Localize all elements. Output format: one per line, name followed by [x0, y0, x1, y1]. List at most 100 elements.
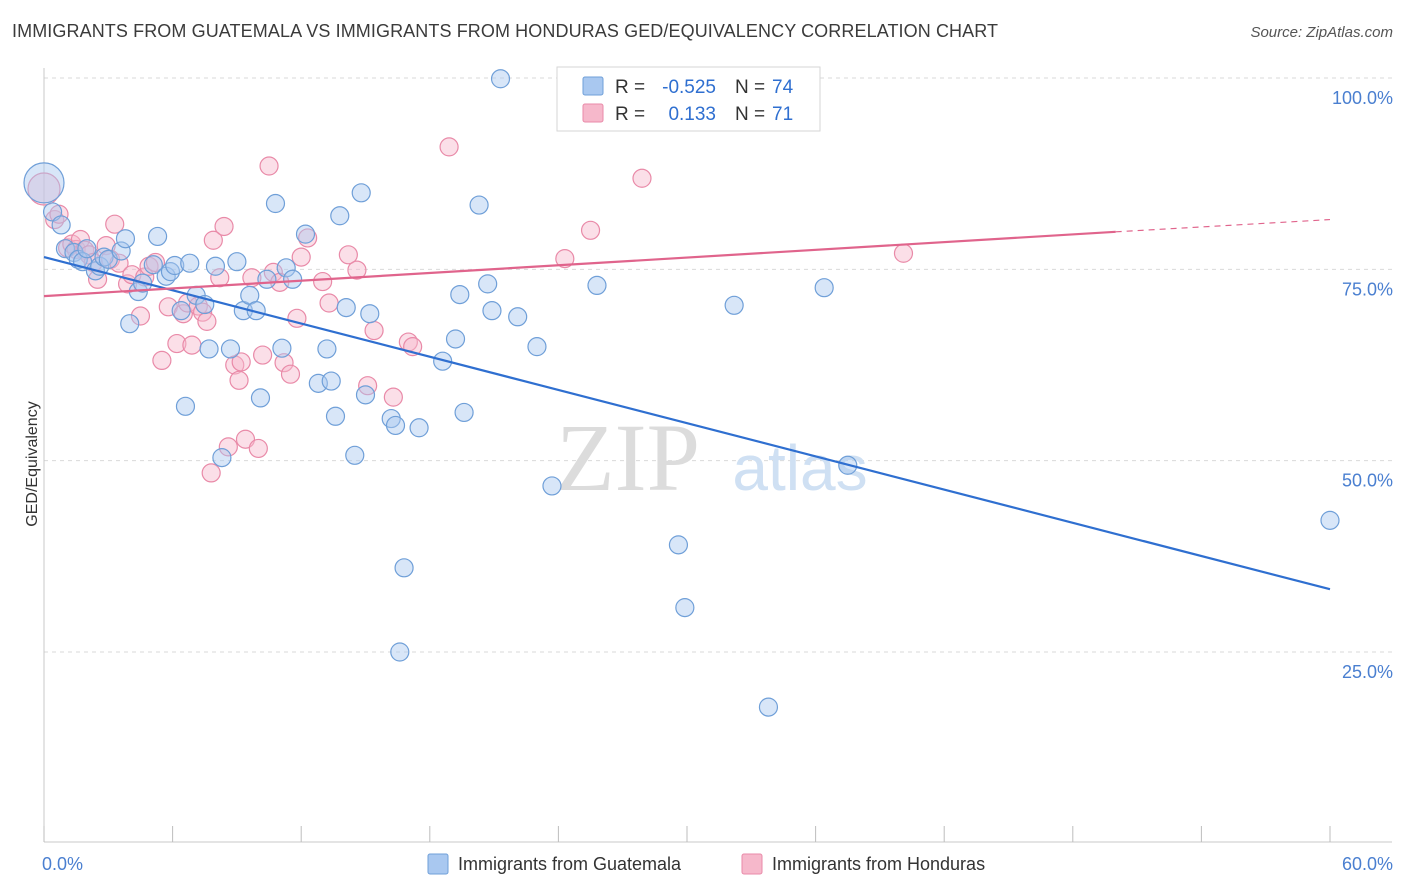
data-point-guatemala: [542, 476, 562, 496]
bottom-legend-swatch-guatemala: [427, 853, 449, 875]
data-point-honduras: [193, 302, 213, 322]
data-point-guatemala: [265, 193, 286, 214]
data-point-guatemala: [77, 239, 97, 259]
data-point-guatemala: [317, 339, 337, 359]
legend-n-value: 74: [772, 77, 794, 98]
data-point-guatemala: [250, 388, 271, 408]
data-point-guatemala: [199, 339, 219, 359]
data-point-honduras: [347, 260, 367, 280]
watermark-atlas: atlas: [732, 432, 867, 504]
data-point-guatemala: [454, 402, 474, 423]
data-point-guatemala: [147, 226, 168, 247]
data-point-honduras: [130, 306, 151, 326]
data-point-guatemala: [478, 274, 498, 294]
legend-n-value: 71: [772, 104, 793, 125]
data-point-guatemala: [360, 304, 380, 324]
chart-source: Source: ZipAtlas.com: [1250, 24, 1393, 41]
x-tick-label: 0.0%: [42, 854, 83, 874]
bottom-legend-swatch-honduras: [741, 853, 763, 875]
series-guatemala-points: [23, 69, 1340, 717]
data-point-guatemala: [355, 385, 376, 405]
data-point-guatemala: [205, 256, 226, 276]
data-point-guatemala: [450, 284, 470, 305]
data-point-guatemala: [295, 224, 316, 244]
data-point-guatemala: [668, 535, 689, 555]
correlation-legend: R = -0.525 N = 74 R = 0.133 N = 71: [556, 66, 821, 132]
data-point-honduras: [27, 172, 61, 206]
x-tick-label: 60.0%: [1342, 854, 1393, 874]
data-point-honduras: [319, 293, 339, 313]
data-point-guatemala: [527, 337, 547, 357]
legend-r-value: 0.133: [668, 104, 716, 125]
trendline-honduras-extension: [1115, 218, 1331, 233]
data-point-guatemala: [51, 215, 71, 235]
data-point-guatemala: [321, 371, 341, 391]
data-point-honduras: [105, 214, 125, 234]
bottom-legend-label-guatemala: Immigrants from Guatemala: [458, 854, 682, 874]
data-point-honduras: [248, 438, 268, 459]
legend-r-label: R =: [615, 77, 645, 98]
legend-n-label: N =: [735, 104, 765, 125]
data-point-honduras: [214, 216, 234, 237]
data-point-guatemala: [508, 307, 528, 327]
data-point-guatemala: [272, 338, 292, 358]
data-point-honduras: [632, 168, 652, 188]
data-point-honduras: [229, 370, 249, 390]
legend-swatch-guatemala: [582, 76, 604, 96]
data-point-honduras: [152, 350, 172, 371]
data-point-honduras: [218, 437, 238, 457]
y-tick-label: 50.0%: [1342, 471, 1393, 491]
data-point-honduras: [291, 247, 311, 267]
data-point-honduras: [313, 271, 333, 292]
data-point-honduras: [173, 304, 193, 324]
data-point-honduras: [210, 268, 230, 288]
data-point-guatemala: [409, 418, 429, 438]
data-point-guatemala: [336, 298, 356, 318]
data-point-honduras: [201, 463, 221, 483]
legend-n-label: N =: [735, 77, 765, 98]
data-point-guatemala: [445, 329, 466, 349]
data-point-guatemala: [675, 598, 695, 618]
legend-r-value: -0.525: [662, 77, 716, 98]
data-point-guatemala: [276, 258, 296, 278]
data-point-guatemala: [180, 253, 200, 273]
data-point-honduras: [580, 220, 601, 240]
trendline-guatemala: [43, 256, 1331, 591]
data-point-guatemala: [469, 195, 489, 215]
data-point-guatemala: [212, 448, 232, 468]
data-point-honduras: [274, 353, 294, 373]
data-point-guatemala: [1320, 510, 1340, 530]
data-point-guatemala: [171, 301, 191, 321]
data-point-guatemala: [115, 229, 136, 249]
data-point-guatemala: [385, 415, 406, 436]
data-point-guatemala: [587, 275, 607, 296]
data-point-honduras: [893, 243, 914, 263]
data-point-honduras: [253, 345, 273, 365]
data-point-guatemala: [227, 252, 247, 272]
legend-swatch-honduras: [582, 103, 604, 123]
data-point-guatemala: [330, 206, 350, 226]
data-point-honduras: [364, 320, 384, 341]
y-tick-label: 25.0%: [1342, 662, 1393, 682]
data-point-guatemala: [482, 301, 502, 321]
trendline-honduras: [43, 230, 1116, 298]
data-point-guatemala: [351, 183, 371, 203]
data-point-honduras: [203, 230, 223, 250]
data-point-guatemala: [283, 269, 303, 289]
data-point-guatemala: [724, 295, 744, 315]
data-point-honduras: [383, 387, 403, 407]
data-point-guatemala: [111, 241, 131, 261]
chart-title: IMMIGRANTS FROM GUATEMALA VS IMMIGRANTS …: [12, 21, 999, 41]
data-point-honduras: [231, 352, 251, 372]
data-point-guatemala: [345, 445, 365, 465]
data-point-honduras: [197, 311, 217, 331]
data-point-guatemala: [165, 255, 185, 276]
data-point-guatemala: [814, 278, 834, 298]
data-point-guatemala: [175, 396, 196, 416]
data-point-guatemala: [394, 558, 414, 578]
series-honduras-points: [27, 68, 914, 483]
legend-r-label: R =: [615, 104, 645, 125]
axes: [43, 68, 1392, 843]
y-axis-label: GED/Equivalency: [24, 401, 41, 526]
y-tick-label: 75.0%: [1342, 279, 1393, 299]
